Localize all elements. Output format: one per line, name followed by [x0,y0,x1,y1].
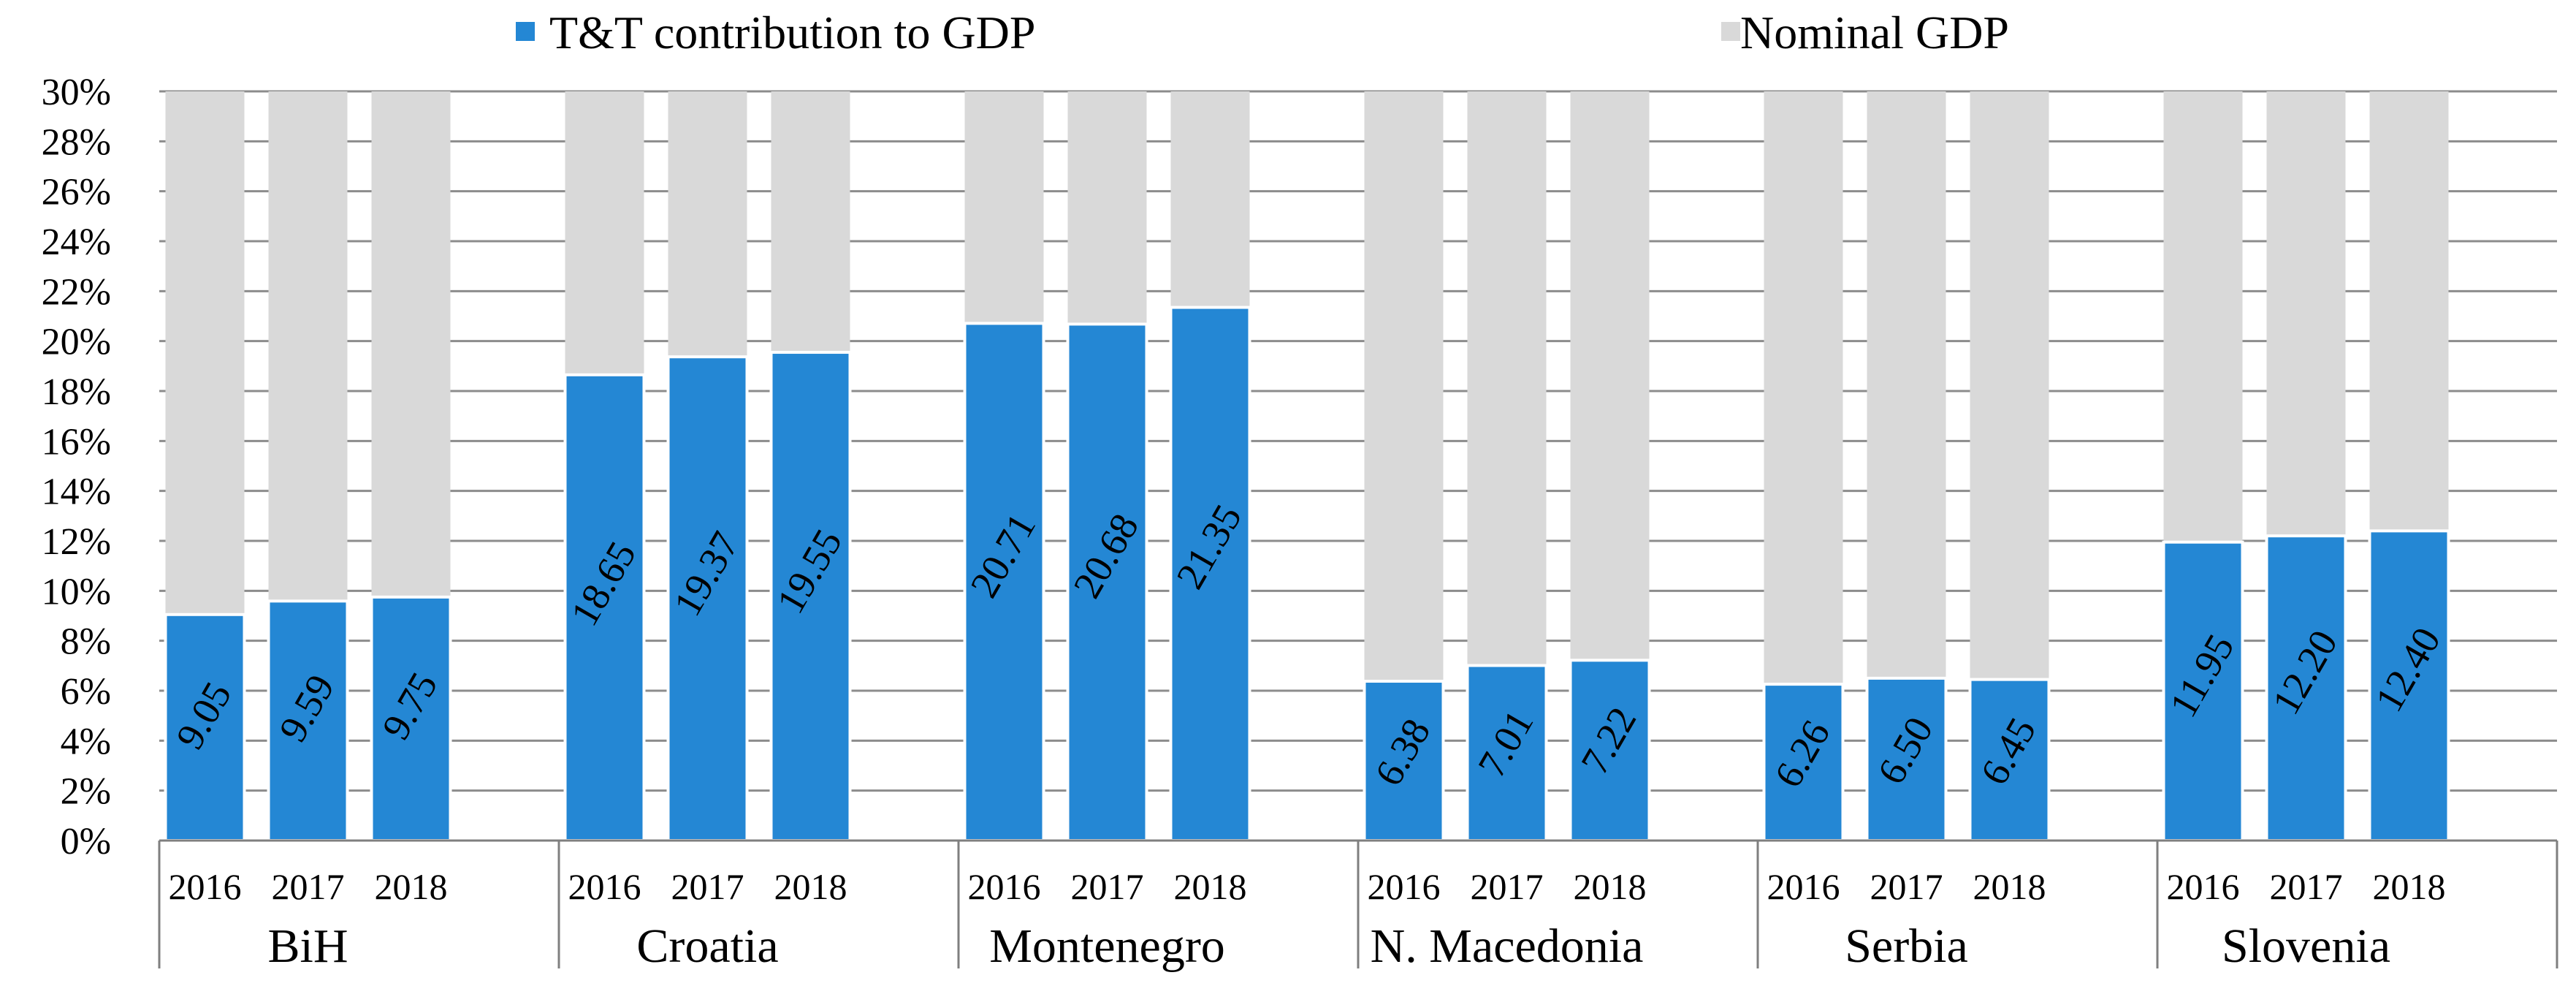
year-tick-label: 2017 [1471,866,1544,907]
group-label: N. Macedonia [1371,919,1644,973]
year-tick-label: 2018 [2373,866,2446,907]
gridlines [159,90,2557,792]
y-tick-label: 20% [42,322,111,363]
year-tick-label: 2017 [1870,866,1943,907]
bar-contribution [1363,680,1445,842]
y-tick-label: 22% [42,271,111,313]
group-label: Slovenia [2222,919,2390,973]
bar-contribution [769,351,852,842]
legend-swatch-contribution [516,22,535,41]
year-tick-label: 2018 [375,866,448,907]
y-tick-label: 10% [42,571,111,613]
year-tick-label: 2016 [1767,866,1840,907]
y-tick-label: 8% [61,621,111,663]
group-label: BiH [267,919,348,973]
year-tick-label: 2018 [1574,866,1647,907]
year-tick-label: 2016 [1368,866,1441,907]
bar-contribution [1066,322,1148,842]
year-tick-label: 2018 [1174,866,1247,907]
bar-contribution [2368,529,2450,842]
year-tick-label: 2017 [272,866,345,907]
year-tick-label: 2017 [1071,866,1144,907]
bar-contribution [963,322,1045,842]
bar-contribution [2265,534,2347,843]
y-tick-label: 16% [42,421,111,463]
group-label: Serbia [1845,919,1968,973]
y-tick-label: 18% [42,371,111,413]
y-tick-label: 14% [42,471,111,513]
bar-contribution [563,373,646,842]
legend: T&T contribution to GDP Nominal GDP [516,7,2009,58]
bar-contribution [1762,683,1845,842]
x-axis: 2016 2017 2018 BiH 2016 2017 2018 Croatia 2016 20… [158,839,2558,973]
year-tick-label: 2017 [2270,866,2343,907]
bar-contribution [666,355,749,843]
y-tick-label: 12% [42,521,111,563]
y-tick-label: 30% [42,72,111,113]
bar-contribution [164,613,246,843]
y-tick-label: 4% [61,721,111,762]
year-tick-label: 2016 [169,866,242,907]
y-tick-label: 28% [42,121,111,163]
bar-contribution [267,599,349,842]
legend-label-contribution: T&T contribution to GDP [549,7,1035,58]
legend-swatch-nominal [1721,22,1740,41]
legend-label-nominal: Nominal GDP [1740,7,2009,58]
group-label: Montenegro [989,919,1225,973]
year-tick-label: 2017 [671,866,744,907]
y-tick-label: 26% [42,172,111,213]
bar-contribution [370,595,452,842]
bar-contribution [1169,306,1251,842]
y-tick-label: 6% [61,671,111,713]
y-tick-label: 0% [61,821,111,862]
y-tick-label: 2% [61,771,111,813]
year-tick-label: 2016 [968,866,1041,907]
year-tick-label: 2016 [2167,866,2240,907]
bar-contribution [1968,678,2051,842]
bars [164,91,2450,843]
bar-contribution [2162,540,2244,842]
y-axis: 0% 2% 4% 6% 8% 10% 12% 14% 16% 18% 20% 22% 24% 26% 28%… [42,72,111,862]
year-tick-label: 2016 [568,866,641,907]
group-label: Croatia [636,919,778,973]
year-tick-label: 2018 [774,866,847,907]
bar-contribution [1865,676,1948,843]
year-tick-label: 2018 [1973,866,2046,907]
y-tick-label: 24% [42,221,111,263]
